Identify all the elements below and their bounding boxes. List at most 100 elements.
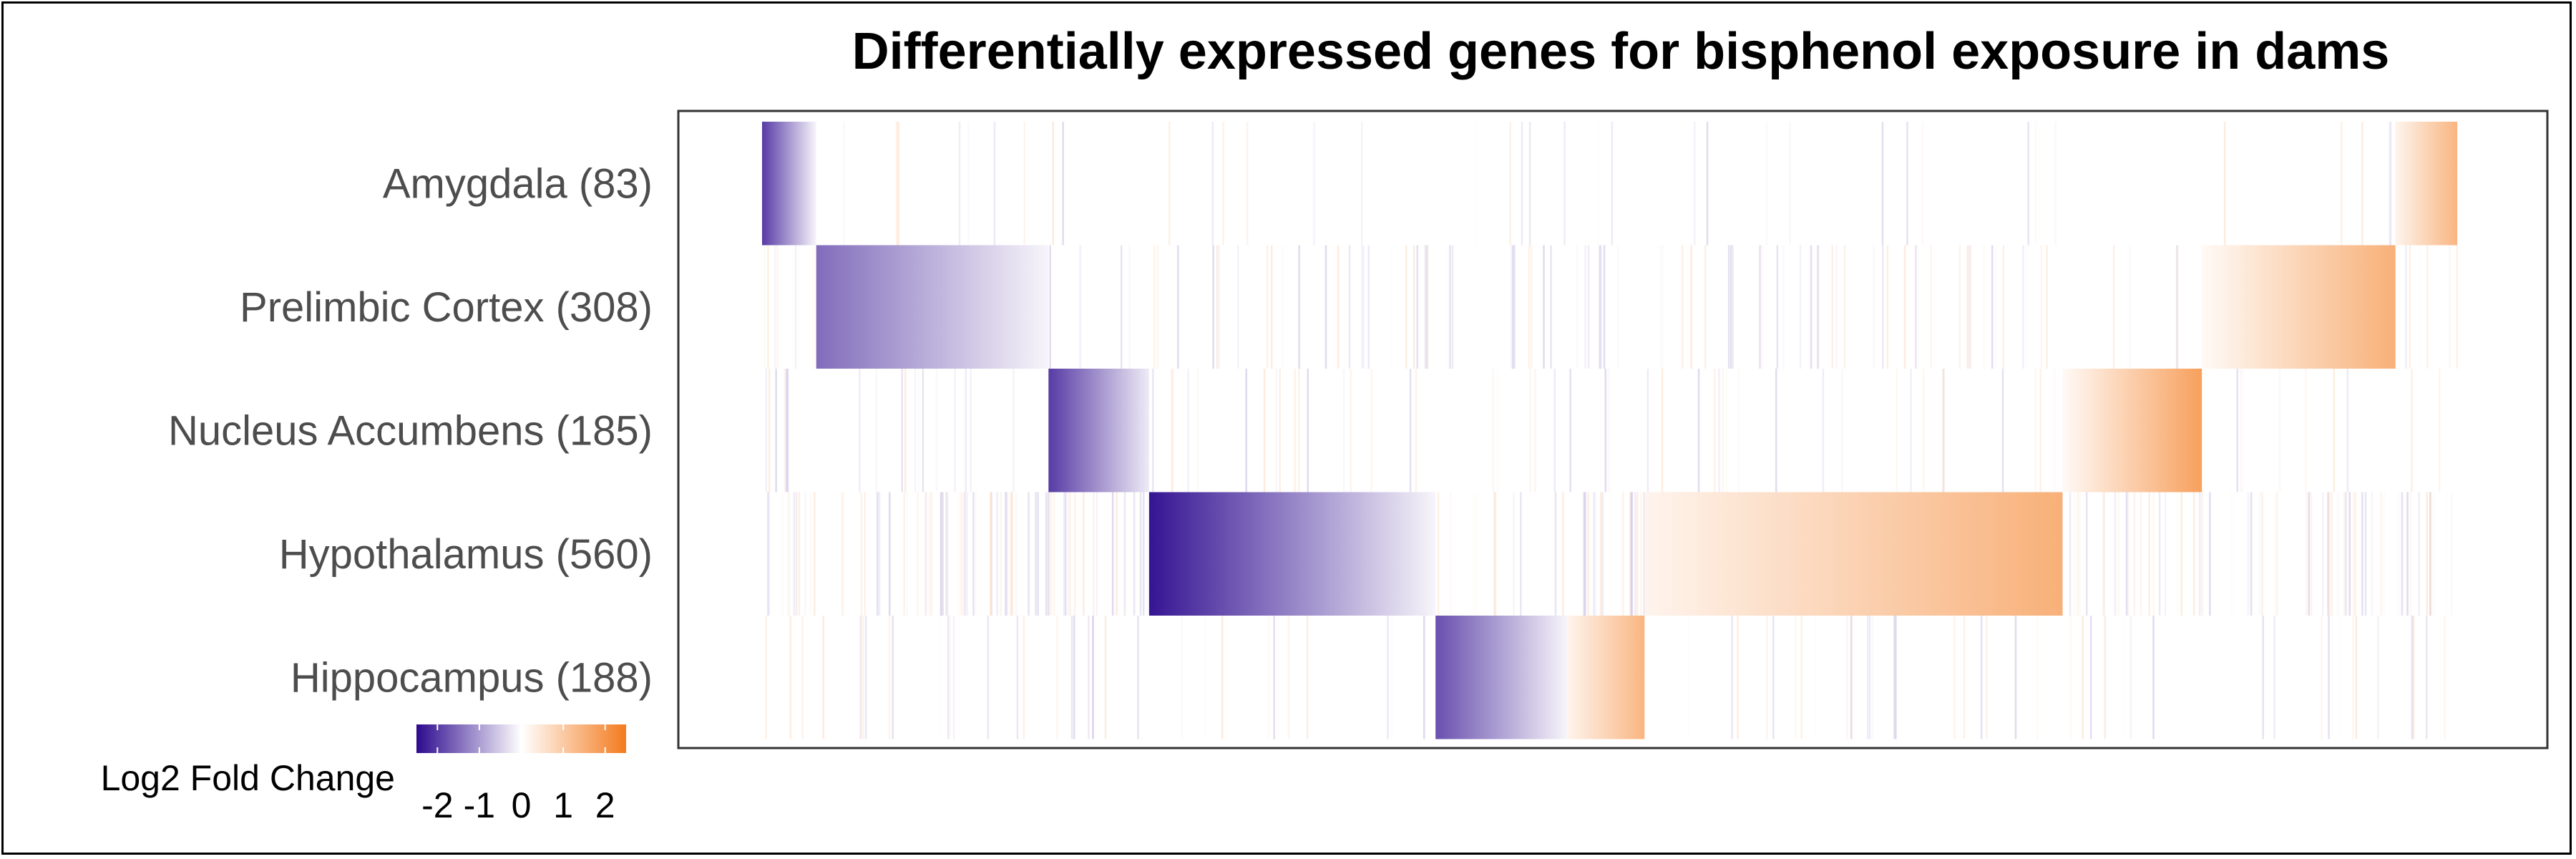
gene-line — [862, 616, 864, 739]
gene-line — [1121, 245, 1123, 369]
gene-line — [1800, 616, 1803, 739]
row-label: Amygdala (83) — [383, 160, 653, 207]
gene-line — [1600, 245, 1602, 369]
gene-line — [785, 369, 787, 492]
gene-line — [1306, 616, 1309, 739]
gene-line — [1737, 369, 1740, 492]
gene-line — [1056, 616, 1058, 739]
gene-line — [859, 369, 861, 492]
gene-line — [2426, 616, 2428, 739]
gene-line — [1067, 492, 1070, 616]
gene-line — [2411, 616, 2414, 739]
gene-line — [897, 122, 899, 246]
gene-line — [2328, 616, 2330, 739]
gene-line — [2002, 245, 2005, 369]
gene-line — [2054, 369, 2056, 492]
gene-line — [1237, 245, 1239, 369]
gene-line — [1282, 245, 1284, 369]
gene-line — [1350, 369, 1352, 492]
gene-line — [859, 616, 862, 739]
gene-line — [2164, 492, 2167, 616]
gene-line — [1782, 245, 1785, 369]
gene-line — [2401, 492, 2404, 616]
gene-line — [2361, 492, 2363, 616]
gene-line — [2180, 492, 2182, 616]
gene-line — [1045, 492, 1048, 616]
gene-line — [993, 122, 996, 246]
gene-line — [2426, 245, 2429, 369]
gene-line — [860, 492, 863, 616]
gene-line — [1316, 369, 1318, 492]
gene-line — [2278, 369, 2281, 492]
gene-line — [1211, 122, 1214, 246]
gene-line — [1508, 122, 1511, 246]
gene-line — [2377, 616, 2379, 739]
gene-line — [1799, 245, 1802, 369]
gene-line — [987, 616, 989, 739]
gene-line — [1023, 122, 1025, 246]
gene-line — [2152, 616, 2155, 739]
gene-line — [1622, 492, 1624, 616]
gene-line — [1543, 245, 1545, 369]
gene-line — [947, 492, 949, 616]
gene-line — [917, 369, 920, 492]
gene-line — [1630, 492, 1633, 616]
gene-line — [892, 616, 894, 739]
gene-line — [1307, 369, 1309, 492]
gene-line — [2419, 245, 2421, 369]
gene-line — [2398, 492, 2400, 616]
gene-line — [1889, 245, 1892, 369]
gene-line — [1511, 245, 1514, 369]
gene-line — [1449, 245, 1451, 369]
gene-line — [930, 492, 933, 616]
heatmap-block — [816, 245, 1049, 369]
gene-line — [2117, 492, 2119, 616]
gene-line — [2129, 616, 2132, 739]
gene-line — [2396, 245, 2399, 369]
gene-line — [1810, 245, 1813, 369]
gene-line — [1049, 245, 1051, 369]
gene-line — [1643, 492, 1645, 616]
gene-line — [2439, 369, 2441, 492]
gene-line — [1528, 245, 1531, 369]
gene-line — [2158, 492, 2161, 616]
gene-line — [2262, 492, 2265, 616]
gene-line — [1531, 245, 1533, 369]
gene-line — [1776, 245, 1779, 369]
gene-line — [1611, 122, 1614, 246]
gene-line — [822, 616, 824, 739]
gene-line — [2014, 616, 2017, 739]
gene-line — [1871, 616, 1873, 739]
gene-line — [807, 616, 810, 739]
gene-line — [1706, 122, 1709, 246]
gene-line — [1005, 492, 1007, 616]
gene-line — [1943, 369, 1945, 492]
gene-line — [2456, 245, 2459, 369]
gene-line — [1813, 616, 1816, 739]
gene-line — [970, 369, 972, 492]
gene-line — [2219, 616, 2222, 739]
gene-line — [1587, 245, 1590, 369]
gene-line — [1659, 245, 1662, 369]
gene-line — [1063, 492, 1065, 616]
gene-line — [1470, 245, 1472, 369]
gene-line — [889, 492, 891, 616]
gene-line — [1271, 245, 1273, 369]
gene-line — [2413, 616, 2415, 739]
gene-line — [1006, 492, 1008, 616]
gene-line — [2308, 492, 2310, 616]
gene-line — [1423, 616, 1425, 739]
gene-line — [1037, 492, 1039, 616]
gene-line — [1221, 616, 1224, 739]
gene-line — [1593, 492, 1595, 616]
gene-line — [1153, 245, 1156, 369]
gene-line — [1599, 245, 1601, 369]
gene-line — [798, 245, 800, 369]
gene-line — [967, 122, 970, 246]
gene-line — [784, 369, 786, 492]
gene-line — [763, 245, 766, 369]
gene-line — [843, 122, 845, 246]
gene-line — [1629, 492, 1631, 616]
gene-line — [1426, 245, 1429, 369]
gene-line — [1268, 616, 1270, 739]
